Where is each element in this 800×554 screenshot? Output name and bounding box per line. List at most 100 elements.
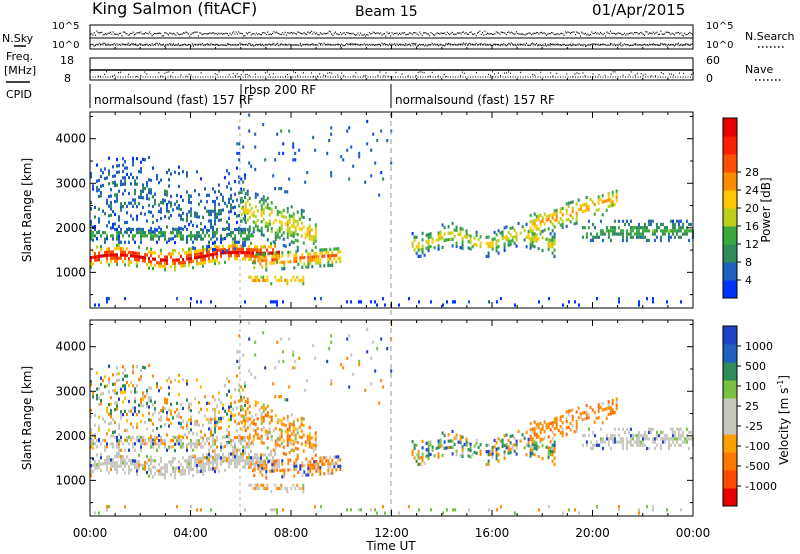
noise-sky-mark xyxy=(353,33,355,36)
velocity-cell xyxy=(244,451,246,456)
velocity-cell xyxy=(310,442,313,446)
power-cell xyxy=(248,203,251,207)
power-cell xyxy=(304,235,307,239)
power-cell xyxy=(605,199,608,203)
noise-search-mark xyxy=(410,45,412,47)
noise-sky-mark xyxy=(659,33,661,35)
noise-sky-mark xyxy=(317,33,319,36)
velocity-cell xyxy=(340,363,343,367)
velocity-cell xyxy=(565,416,568,420)
velocity-cell xyxy=(166,466,168,470)
velocity-cell xyxy=(655,443,658,447)
power-cell xyxy=(168,168,170,172)
power-cell xyxy=(314,239,317,243)
power-cell xyxy=(261,258,264,263)
power-cell xyxy=(437,237,440,242)
noise-search-mark xyxy=(498,44,500,46)
noise-sky-mark xyxy=(676,32,678,34)
noise-sky-mark xyxy=(314,33,316,35)
power-cell xyxy=(150,188,152,192)
velocity-cell xyxy=(144,461,146,465)
noise-sky-mark xyxy=(422,32,424,34)
velocity-cell xyxy=(124,471,126,475)
noise-search-mark xyxy=(150,44,152,47)
velocity-cell xyxy=(166,414,168,418)
noise-sky-mark xyxy=(204,33,206,35)
power-cell xyxy=(265,265,268,269)
velocity-cell xyxy=(603,407,606,411)
velocity-cell xyxy=(136,459,138,463)
power-cell xyxy=(246,218,249,222)
velocity-cell xyxy=(268,427,271,432)
velocity-cell xyxy=(190,464,192,469)
power-cell xyxy=(144,256,146,260)
velocity-cell xyxy=(240,442,242,446)
velocity-cell xyxy=(116,451,118,455)
noise-sky-mark xyxy=(111,33,113,35)
noise-search-mark xyxy=(196,44,198,46)
noise-search-mark xyxy=(100,43,102,45)
noise-sky-mark xyxy=(449,33,451,36)
power-cell xyxy=(180,227,182,231)
power-cell xyxy=(240,177,243,181)
power-cell xyxy=(330,174,333,178)
power-cell xyxy=(140,234,142,238)
velocity-cell xyxy=(561,414,564,418)
noise-search-mark xyxy=(328,43,330,46)
power-cell xyxy=(264,221,267,225)
noise-sky-mark xyxy=(631,32,633,34)
velocity-cell xyxy=(194,454,196,458)
power-cell xyxy=(372,132,375,136)
power-cell xyxy=(180,207,182,212)
power-cell xyxy=(274,218,277,222)
velocity-cell xyxy=(234,435,236,440)
velocity-cell xyxy=(136,435,138,440)
velocity-cell xyxy=(280,419,283,423)
power-cell xyxy=(116,256,118,260)
noise-sky-mark xyxy=(203,33,205,35)
noise-search-mark xyxy=(298,44,300,46)
power-cell xyxy=(98,220,100,224)
velocity-cell xyxy=(234,461,236,466)
noise-sky-mark xyxy=(470,31,472,33)
velocity-cell xyxy=(315,466,318,470)
power-cell xyxy=(246,254,248,258)
power-cell xyxy=(495,249,498,253)
velocity-cell xyxy=(673,443,676,447)
noise-sky-mark xyxy=(376,32,378,34)
velocity-cell xyxy=(537,425,540,429)
power-cell xyxy=(503,245,506,249)
power-cell xyxy=(184,260,186,265)
power-cell xyxy=(533,222,536,226)
noise-sky-mark xyxy=(199,32,201,34)
power-cell xyxy=(164,189,166,193)
velocity-cell xyxy=(265,466,268,470)
velocity-cell xyxy=(443,440,446,444)
velocity-cell xyxy=(210,427,212,431)
noise-sky-mark xyxy=(513,33,515,35)
noise-search-mark xyxy=(525,42,527,44)
velocity-cell xyxy=(198,469,200,474)
velocity-cell xyxy=(162,472,164,477)
power-cell xyxy=(543,212,546,216)
noise-search-mark xyxy=(347,43,349,45)
velocity-cell xyxy=(647,430,650,435)
noise-sky-mark xyxy=(588,34,590,36)
velocity-cell xyxy=(220,445,222,449)
freq-mark xyxy=(612,71,614,73)
power-cell xyxy=(268,223,271,227)
power-cell xyxy=(196,231,198,235)
power-cell xyxy=(236,151,239,156)
freq-mark xyxy=(100,75,102,78)
power-cell xyxy=(421,238,424,242)
velocity-cell xyxy=(188,465,190,469)
power-cell xyxy=(180,237,182,241)
power-cell xyxy=(200,255,202,259)
power-cell xyxy=(220,218,222,222)
colorbar-cell xyxy=(723,434,737,453)
power-cell xyxy=(288,220,291,224)
power-cell xyxy=(533,212,536,216)
power-cell xyxy=(132,175,134,180)
velocity-cell xyxy=(118,464,120,468)
power-cell xyxy=(114,212,116,216)
